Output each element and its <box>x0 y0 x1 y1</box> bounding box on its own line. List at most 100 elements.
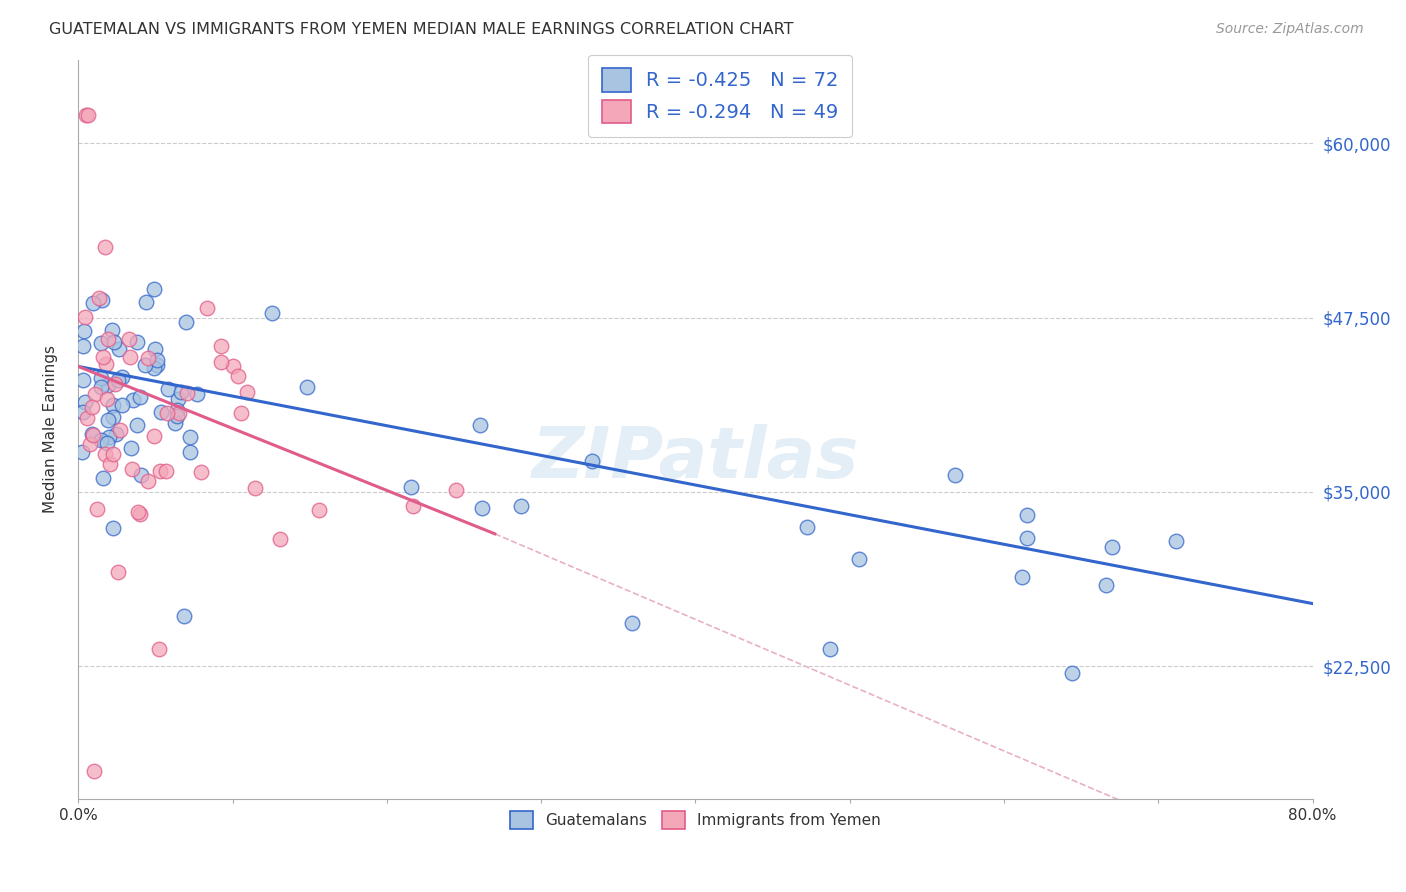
Point <box>103 447 125 461</box>
Point <box>107 565 129 579</box>
Point <box>149 404 172 418</box>
Point <box>98 457 121 471</box>
Point <box>83 764 105 778</box>
Point <box>136 475 159 489</box>
Point <box>97 378 120 392</box>
Point <box>93 351 115 365</box>
Point <box>581 454 603 468</box>
Point <box>1095 578 1118 592</box>
Point <box>96 392 118 406</box>
Point <box>142 361 165 376</box>
Point <box>470 417 492 432</box>
Point <box>76 411 98 425</box>
Point <box>72 373 94 387</box>
Point <box>90 293 112 307</box>
Point <box>269 532 291 546</box>
Point <box>96 436 118 450</box>
Point <box>146 353 169 368</box>
Point <box>179 430 201 444</box>
Point <box>143 282 166 296</box>
Point <box>156 382 179 396</box>
Point <box>118 350 141 364</box>
Point <box>135 295 157 310</box>
Point <box>818 641 841 656</box>
Point <box>73 324 96 338</box>
Y-axis label: Median Male Earnings: Median Male Earnings <box>44 345 58 513</box>
Point <box>176 386 198 401</box>
Point <box>209 339 232 353</box>
Point <box>84 386 107 401</box>
Point <box>97 430 120 444</box>
Point <box>620 615 643 630</box>
Point <box>101 399 124 413</box>
Point <box>103 521 125 535</box>
Point <box>72 339 94 353</box>
Point <box>402 499 425 513</box>
Point <box>108 423 131 437</box>
Point <box>149 465 172 479</box>
Point <box>70 445 93 459</box>
Point <box>156 405 179 419</box>
Point <box>108 342 131 356</box>
Point <box>103 409 125 424</box>
Point <box>471 500 494 515</box>
Point <box>848 552 870 566</box>
Point <box>72 405 94 419</box>
Point <box>1166 533 1188 548</box>
Point <box>90 371 112 385</box>
Point <box>73 310 96 325</box>
Point <box>169 406 191 420</box>
Point <box>166 403 188 417</box>
Point <box>82 401 104 415</box>
Point <box>167 392 190 407</box>
Point <box>297 380 319 394</box>
Point <box>226 368 249 383</box>
Point <box>195 301 218 315</box>
Point <box>90 336 112 351</box>
Point <box>76 108 98 122</box>
Point <box>142 429 165 443</box>
Point <box>190 465 212 479</box>
Point <box>209 355 232 369</box>
Point <box>131 468 153 483</box>
Point <box>104 426 127 441</box>
Point <box>75 108 97 122</box>
Point <box>143 342 166 356</box>
Point <box>118 331 141 345</box>
Point <box>82 296 104 310</box>
Point <box>134 358 156 372</box>
Point <box>1015 508 1038 523</box>
Point <box>308 503 330 517</box>
Point <box>120 441 142 455</box>
Point <box>121 392 143 407</box>
Point <box>221 359 243 374</box>
Point <box>1101 541 1123 555</box>
Point <box>796 520 818 534</box>
Point <box>125 417 148 432</box>
Point <box>94 447 117 461</box>
Point <box>148 642 170 657</box>
Point <box>90 380 112 394</box>
Point <box>165 416 187 430</box>
Point <box>155 465 177 479</box>
Point <box>107 373 129 387</box>
Point <box>89 291 111 305</box>
Point <box>245 482 267 496</box>
Point <box>166 409 188 423</box>
Point <box>73 394 96 409</box>
Text: GUATEMALAN VS IMMIGRANTS FROM YEMEN MEDIAN MALE EARNINGS CORRELATION CHART: GUATEMALAN VS IMMIGRANTS FROM YEMEN MEDI… <box>49 22 794 37</box>
Point <box>1015 531 1038 545</box>
Point <box>96 357 118 371</box>
Point <box>111 370 134 384</box>
Point <box>94 240 117 254</box>
Legend: Guatemalans, Immigrants from Yemen: Guatemalans, Immigrants from Yemen <box>503 805 887 836</box>
Point <box>82 426 104 441</box>
Point <box>444 483 467 497</box>
Point <box>90 433 112 447</box>
Point <box>146 358 169 372</box>
Point <box>101 323 124 337</box>
Point <box>97 413 120 427</box>
Point <box>103 335 125 350</box>
Point <box>127 505 149 519</box>
Point <box>82 428 104 442</box>
